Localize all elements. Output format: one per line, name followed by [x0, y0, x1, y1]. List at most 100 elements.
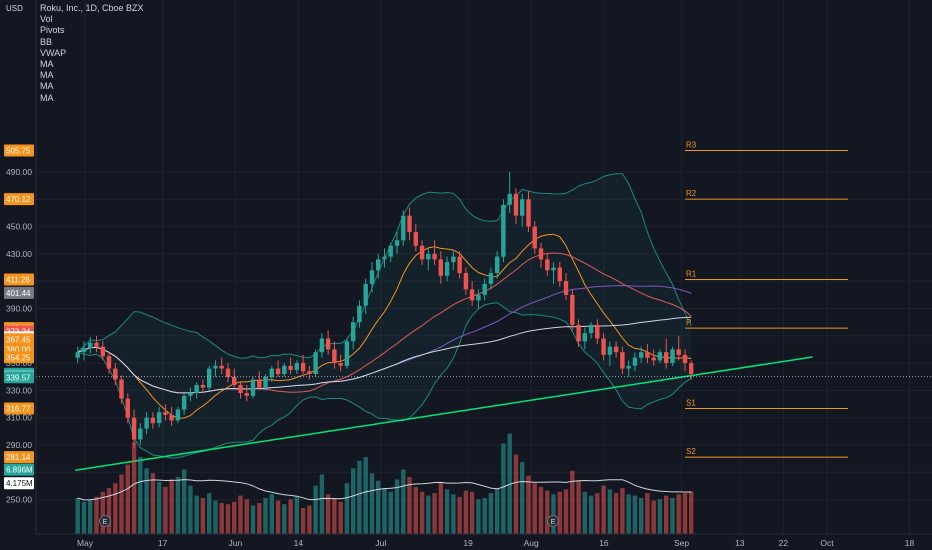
price-tag: 4.175M — [4, 477, 34, 490]
indicator-bb[interactable]: BB — [40, 36, 53, 47]
volume-bar — [225, 504, 231, 534]
candle — [338, 354, 343, 372]
indicator-ma[interactable]: MA — [40, 59, 54, 70]
price-tag-label: 316.77 — [6, 404, 31, 413]
y-tick-label: 310.00 — [6, 413, 32, 423]
candle — [613, 341, 619, 358]
candle — [125, 393, 130, 424]
candle-body — [507, 193, 512, 205]
price-tag-label: 470.12 — [6, 195, 31, 204]
candle — [325, 330, 331, 355]
volume-bar — [351, 468, 356, 534]
candle — [275, 360, 281, 377]
volume-bar — [88, 499, 93, 534]
candle — [413, 223, 418, 252]
candle-body — [300, 363, 306, 372]
candle-body — [639, 352, 644, 358]
candle — [463, 267, 469, 295]
volume-bar — [670, 498, 675, 534]
candle — [432, 240, 437, 265]
volume-bar — [607, 489, 613, 534]
candle-body — [664, 352, 669, 364]
volume-bar — [200, 498, 206, 534]
indicator-ma[interactable]: MA — [40, 81, 54, 92]
candle-body — [501, 204, 506, 257]
candle — [607, 341, 613, 366]
earnings-icon — [99, 515, 111, 527]
candle — [513, 188, 519, 224]
candle — [344, 338, 350, 369]
volume-bar — [639, 498, 644, 534]
candle — [351, 316, 356, 350]
volume-bar — [413, 486, 418, 534]
candle — [307, 365, 312, 380]
candle-body — [351, 322, 356, 342]
candle — [194, 382, 199, 399]
volume-ma-line — [77, 479, 692, 501]
earnings-icon — [547, 515, 559, 527]
candle — [689, 360, 694, 380]
candle — [419, 240, 425, 265]
candle-body — [238, 384, 243, 394]
candle-body — [626, 365, 631, 369]
volume-bar — [100, 491, 105, 534]
price-tag-label: 339.57 — [6, 373, 31, 382]
x-tick-label: 16 — [599, 538, 609, 548]
candle-body — [219, 365, 224, 369]
candle — [576, 319, 581, 347]
volume-bar — [626, 494, 631, 534]
candle-body — [156, 412, 162, 424]
indicator-vol[interactable]: Vol — [40, 14, 53, 25]
candle — [225, 363, 231, 383]
volume-bar — [119, 474, 124, 534]
x-tick-label: 19 — [463, 538, 473, 548]
candle-body — [88, 342, 93, 349]
volume-bar — [588, 495, 594, 534]
candle — [288, 357, 293, 375]
candle-body — [131, 417, 137, 440]
price-tag-bg — [4, 463, 34, 476]
indicator-ma[interactable]: MA — [40, 92, 54, 103]
candles-layer — [75, 172, 694, 448]
earnings-marker: E — [547, 515, 559, 527]
candle — [501, 199, 506, 263]
candle — [444, 256, 450, 282]
pivot-label: S2 — [686, 447, 696, 456]
price-tag: 281.14 — [4, 451, 34, 464]
candle — [588, 322, 594, 339]
candle-body — [125, 398, 130, 418]
candle — [363, 278, 368, 314]
candle — [150, 412, 156, 429]
volume-bar — [325, 494, 331, 534]
volume-bar — [113, 483, 118, 534]
candle — [250, 376, 256, 399]
candle-body — [407, 215, 412, 233]
volume-bar — [238, 495, 243, 534]
candle-body — [200, 384, 206, 388]
chart-title[interactable]: Roku, Inc., 1D, Cboe BZX — [40, 3, 144, 13]
indicator-pivots[interactable]: Pivots — [40, 25, 65, 36]
volume-bar — [194, 495, 199, 534]
candle-body — [419, 245, 425, 260]
volume-bar — [81, 501, 87, 534]
indicator-ma[interactable]: MA — [40, 70, 54, 81]
volume-bar — [645, 493, 650, 534]
candle-body — [570, 294, 575, 325]
volume-bar — [444, 489, 450, 534]
indicator-vwap[interactable]: VWAP — [40, 47, 67, 58]
volume-bar — [338, 501, 343, 534]
y-tick-label: 390.00 — [6, 304, 32, 314]
volume-bar — [94, 496, 99, 534]
volume-bar — [182, 469, 187, 534]
candle — [369, 262, 375, 293]
volume-bar — [438, 481, 443, 534]
candle-body — [394, 240, 400, 246]
candle — [451, 251, 456, 271]
candle-body — [563, 281, 569, 295]
candle — [163, 404, 168, 421]
candle — [75, 346, 80, 364]
candle-body — [438, 259, 443, 276]
volume-bar — [125, 464, 130, 534]
